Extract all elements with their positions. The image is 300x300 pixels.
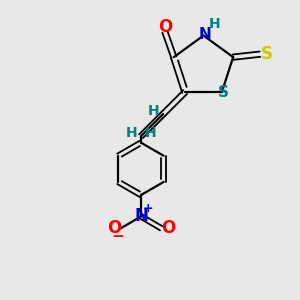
Text: H: H [148,103,159,118]
Text: O: O [107,219,122,237]
Text: N: N [134,207,148,225]
Text: H: H [209,17,220,31]
Text: −: − [112,229,124,244]
Text: N: N [199,27,212,42]
Text: H: H [145,126,156,140]
Text: S: S [260,45,272,63]
Text: S: S [218,85,229,100]
Text: H: H [126,126,137,140]
Text: +: + [142,202,153,215]
Text: O: O [160,219,175,237]
Text: O: O [158,17,172,35]
